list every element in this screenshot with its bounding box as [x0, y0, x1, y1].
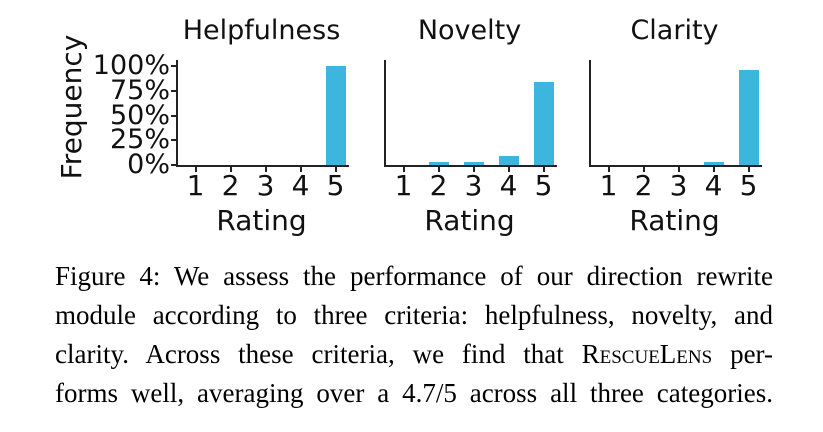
- x-tick-label: 5: [326, 169, 345, 202]
- x-tick-mark: [747, 166, 750, 172]
- x-tick-mark: [229, 166, 232, 172]
- brand-name: RescueLens: [581, 339, 713, 369]
- x-tick-mark: [507, 166, 510, 172]
- y-tick-label: 25%: [109, 124, 170, 155]
- y-tick-label: 0%: [127, 149, 170, 180]
- chart-helpfulness: Helpfulness 1 2 3 4 5 100% 75% 50% 25% 0% Rating: [93, 14, 349, 244]
- caption-line-2: module according to three criteria: help…: [55, 300, 773, 330]
- x-tick-label: 1: [186, 169, 205, 202]
- x-axis-label: Rating: [629, 204, 720, 237]
- caption-line-4: forms well, averaging over a 4.7/5 acros…: [55, 378, 773, 408]
- y-tick-mark: [171, 139, 176, 141]
- caption-line-1: Figure 4: We assess the performance of o…: [55, 261, 773, 291]
- x-tick-label: 2: [429, 169, 448, 202]
- x-tick-mark: [194, 166, 197, 172]
- x-tick-mark: [402, 166, 405, 172]
- y-tick-mark: [171, 115, 176, 117]
- x-tick-label: 3: [256, 169, 275, 202]
- x-tick-mark: [677, 166, 680, 172]
- x-tick-label: 4: [704, 169, 723, 202]
- caption-line-3: clarity. Across these criteria, we find …: [55, 335, 773, 374]
- chart-title: Novelty: [417, 15, 522, 46]
- bar-rating-5: [738, 70, 759, 165]
- y-tick-label: 75%: [109, 75, 170, 106]
- y-tick-mark: [171, 90, 176, 92]
- y-tick-mark: [171, 164, 176, 166]
- x-tick-label: 4: [291, 169, 310, 202]
- bar-rating-3: [463, 162, 484, 165]
- bar-rating-2: [428, 162, 449, 165]
- x-tick-mark: [642, 166, 645, 172]
- y-tick-mark: [171, 65, 176, 67]
- x-tick-mark: [542, 166, 545, 172]
- figure-charts-area: Frequency Helpfulness 1 2 3 4 5 100% 75% 50% 25%…: [55, 14, 762, 244]
- x-tick-label: 5: [739, 169, 758, 202]
- x-tick-label: 3: [464, 169, 483, 202]
- x-tick-label: 1: [599, 169, 618, 202]
- x-tick-label: 5: [534, 169, 553, 202]
- bar-rating-5: [325, 66, 346, 165]
- x-tick-label: 1: [394, 169, 413, 202]
- bar-rating-5: [533, 82, 554, 165]
- plot-area: 1 2 3 4 5 100% 75% 50% 25% 0%: [93, 51, 349, 201]
- x-tick-mark: [607, 166, 610, 172]
- y-tick-label: 50%: [109, 100, 170, 131]
- figure-caption: Figure 4: We assess the performance of o…: [55, 257, 773, 413]
- x-tick-mark: [299, 166, 302, 172]
- x-axis-label: Rating: [424, 204, 515, 237]
- y-tick-label: 100%: [92, 50, 170, 81]
- x-tick-label: 3: [669, 169, 688, 202]
- caption-text-post-brand: per-: [712, 339, 773, 369]
- x-tick-label: 4: [499, 169, 518, 202]
- caption-text-pre-brand: clarity. Across these criteria, we find …: [55, 339, 582, 369]
- x-tick-mark: [472, 166, 475, 172]
- x-tick-mark: [264, 166, 267, 172]
- bar-rating-4: [703, 162, 724, 165]
- x-tick-mark: [712, 166, 715, 172]
- x-tick-mark: [334, 166, 337, 172]
- x-axis-label: Rating: [216, 204, 307, 237]
- chart-title: Helpfulness: [182, 15, 341, 46]
- x-tick-label: 2: [634, 169, 653, 202]
- x-tick-label: 2: [221, 169, 240, 202]
- chart-title: Clarity: [630, 15, 719, 46]
- bar-rating-4: [498, 156, 519, 165]
- x-tick-mark: [437, 166, 440, 172]
